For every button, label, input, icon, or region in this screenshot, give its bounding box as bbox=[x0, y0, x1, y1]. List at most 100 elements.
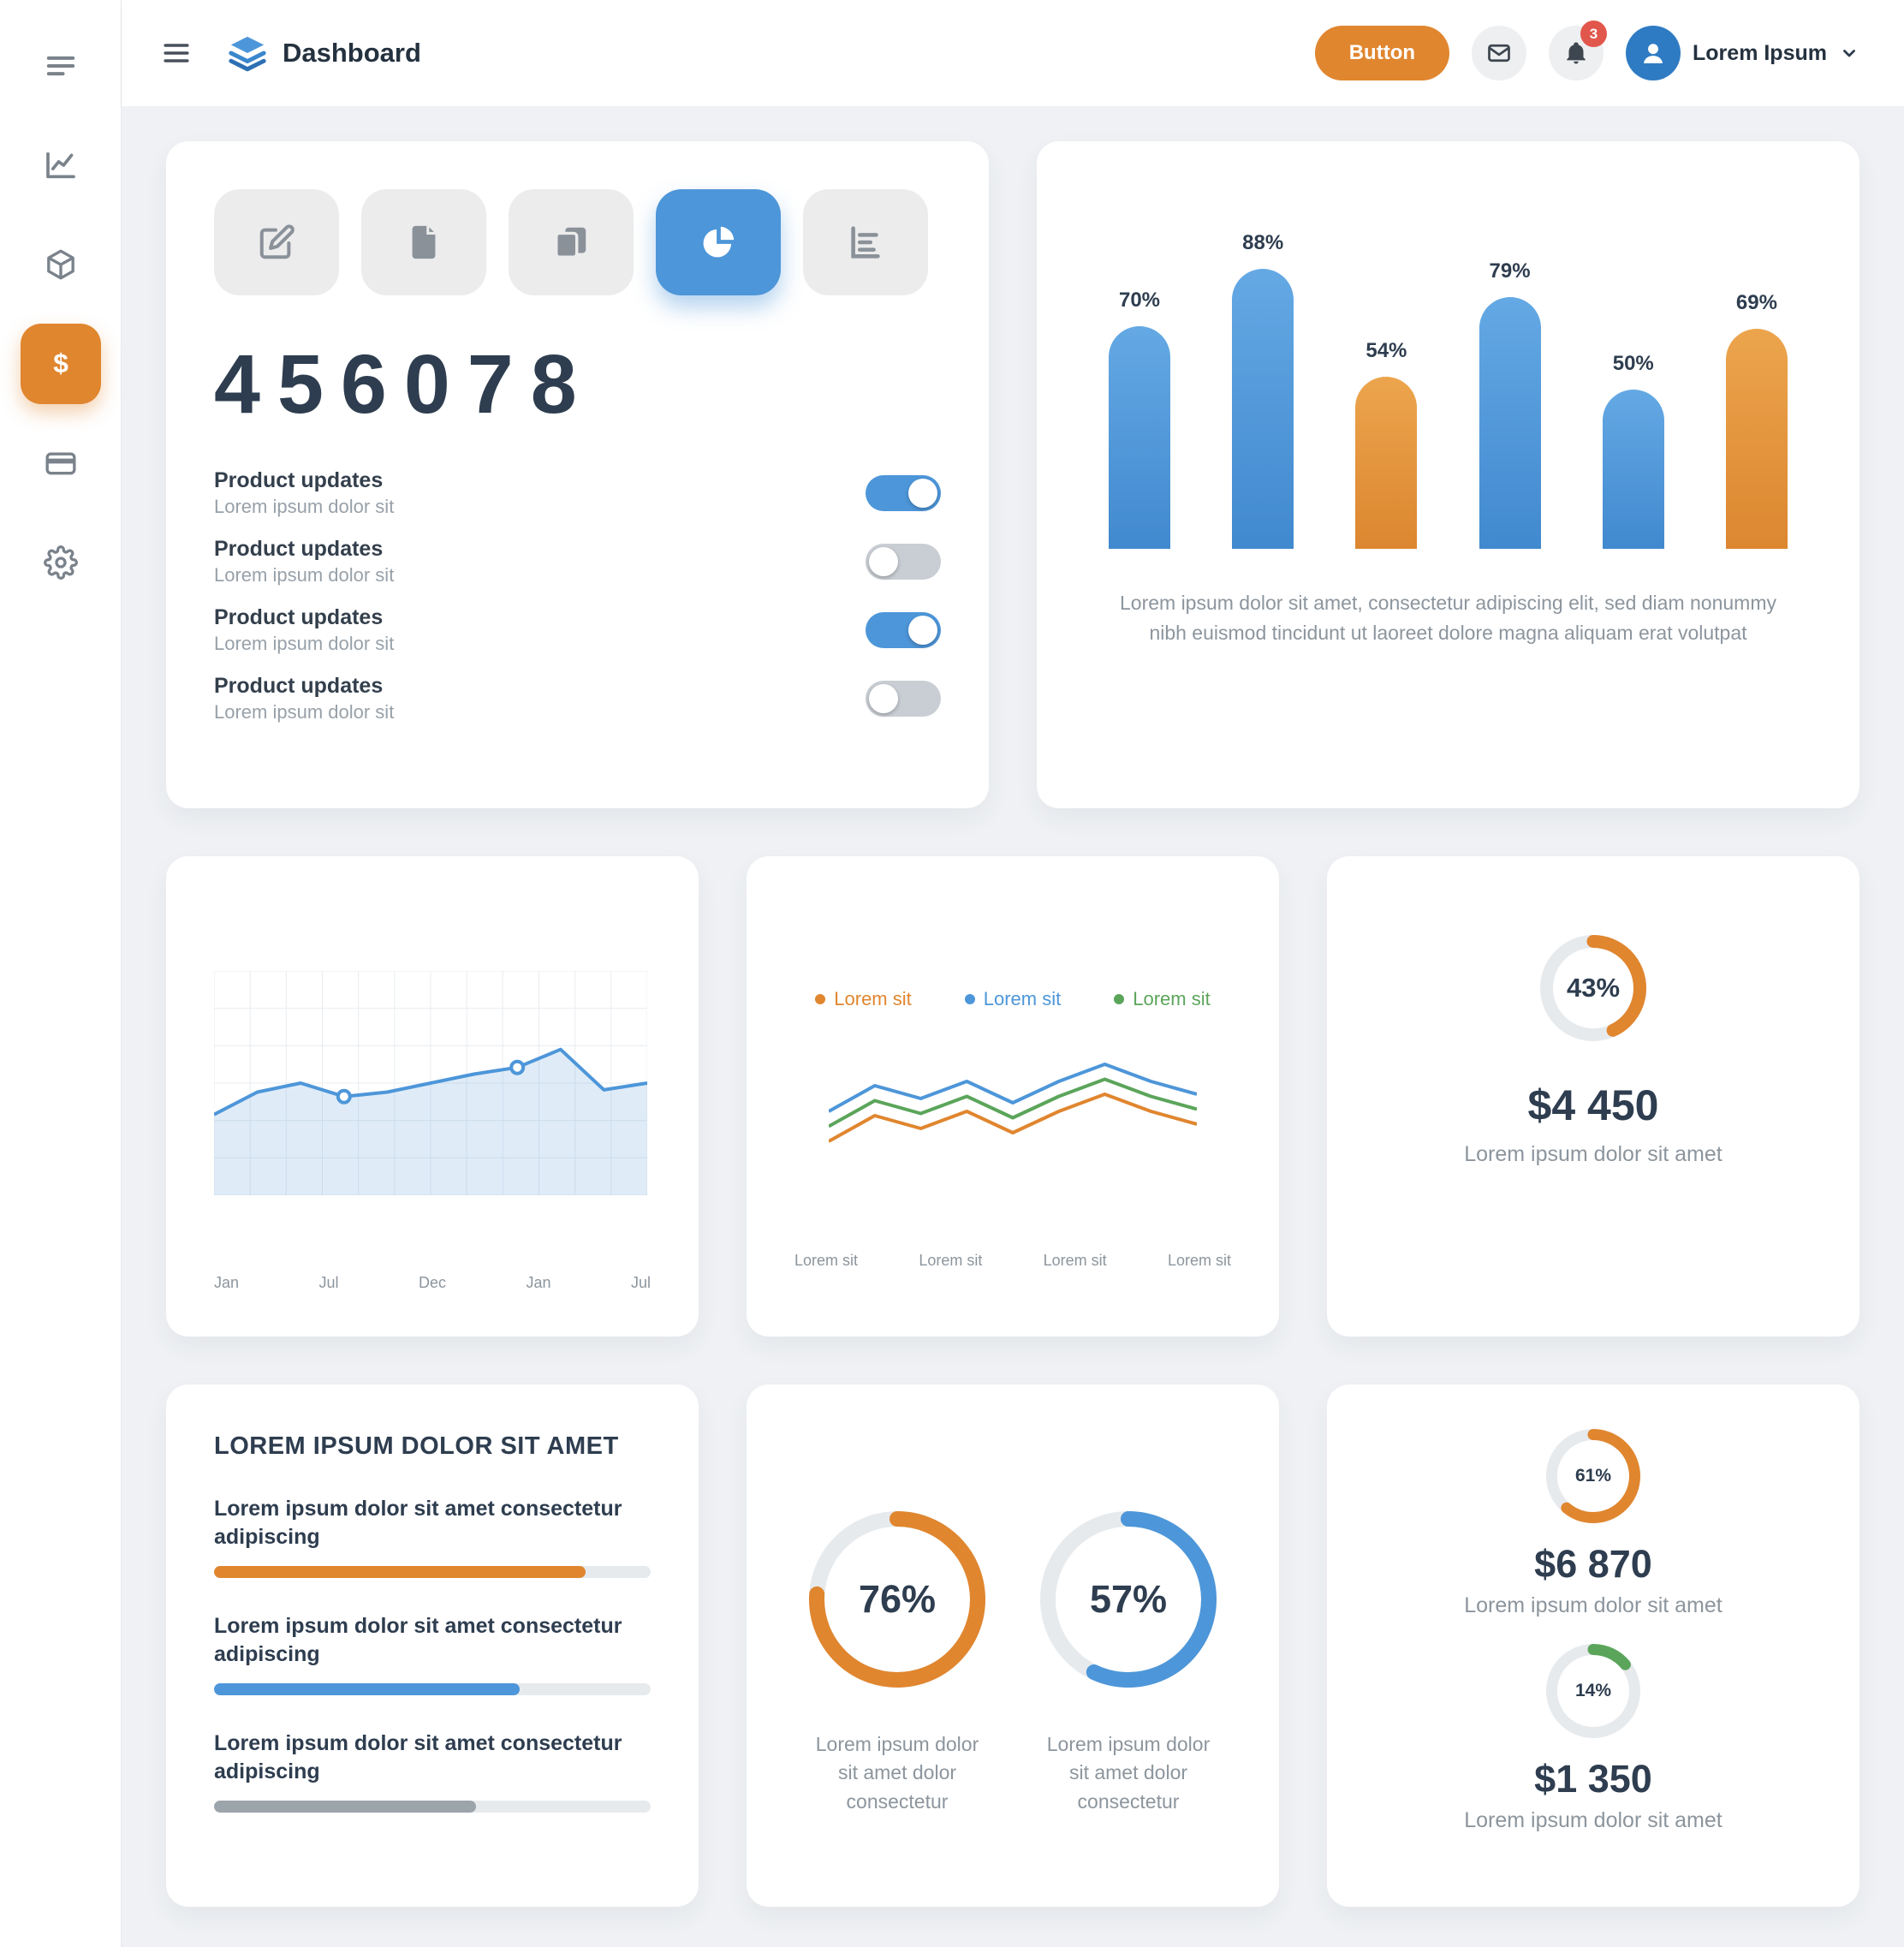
axis-label: Lorem sit bbox=[794, 1252, 859, 1269]
legend-dot-icon bbox=[964, 994, 975, 1004]
tool-button-edit[interactable] bbox=[214, 189, 339, 295]
cube-icon bbox=[44, 247, 78, 282]
card-grid: 456078 Product updates Lorem ipsum dolor … bbox=[166, 141, 1859, 1907]
sidebar: $ bbox=[0, 0, 122, 1947]
bar-value-label: 70% bbox=[1118, 289, 1161, 312]
toggle-texts: Product updates Lorem ipsum dolor sit bbox=[214, 674, 394, 723]
progress-fill bbox=[214, 1683, 520, 1695]
area-chart-card: Jan Jul Dec Jan Jul bbox=[166, 856, 699, 1337]
progress-label: Lorem ipsum dolor sit amet consectetur a… bbox=[214, 1731, 622, 1783]
progress-card-title: LOREM IPSUM DOLOR SIT AMET bbox=[214, 1432, 619, 1460]
gauge-amount: $4 450 bbox=[1527, 1081, 1659, 1129]
toggle-title: Product updates bbox=[214, 605, 384, 629]
toggle-subtitle: Lorem ipsum dolor sit bbox=[214, 564, 395, 586]
bar bbox=[1109, 326, 1170, 549]
bar-value-label: 54% bbox=[1366, 339, 1407, 362]
donut-caption: Lorem ipsum dolor sit amet dolor consect… bbox=[1046, 1733, 1211, 1813]
mini-list: 61% $6 870 Lorem ipsum dolor sit amet 14% $1… bbox=[1464, 1426, 1723, 1833]
stats-value: 456078 bbox=[214, 337, 594, 431]
notification-badge: 3 bbox=[1580, 21, 1608, 47]
dollar-icon: $ bbox=[44, 347, 78, 381]
svg-text:$: $ bbox=[53, 348, 68, 378]
legend-dot-icon bbox=[1114, 994, 1125, 1004]
donut-item: 57% Lorem ipsum dolor sit amet dolor cons… bbox=[1040, 1511, 1217, 1816]
axis-label: Lorem sit bbox=[919, 1252, 983, 1269]
mini-amount: $6 870 bbox=[1534, 1542, 1652, 1586]
toggle-switch[interactable] bbox=[866, 612, 941, 648]
donut-gauge: 57% bbox=[1040, 1511, 1217, 1688]
tool-button-bar[interactable] bbox=[803, 189, 928, 295]
donuts-card: 76% Lorem ipsum dolor sit amet dolor cons… bbox=[747, 1384, 1279, 1907]
gauge-card: 43% $4 450 Lorem ipsum dolor sit amet bbox=[1327, 856, 1859, 1337]
pie-icon bbox=[699, 223, 738, 262]
progress-track bbox=[214, 1683, 651, 1695]
progress-label: Lorem ipsum dolor sit amet consectetur a… bbox=[214, 1497, 622, 1549]
bar-column: 54% bbox=[1355, 339, 1418, 549]
tool-button-file[interactable] bbox=[361, 189, 486, 295]
brand: Dashboard bbox=[228, 33, 421, 73]
menu-toggle-button[interactable] bbox=[161, 38, 192, 68]
toggle-list: Product updates Lorem ipsum dolor sit Prod… bbox=[214, 468, 941, 723]
progress-fill bbox=[214, 1566, 586, 1578]
bar-column: 79% bbox=[1479, 259, 1541, 549]
bar-value-label: 69% bbox=[1735, 291, 1777, 314]
line-chart-legend: Lorem sit Lorem sit Lorem sit bbox=[794, 988, 1231, 1010]
sidebar-item-gear[interactable] bbox=[21, 522, 101, 603]
topbar: Dashboard Button 3 Lorem Ipsum bbox=[122, 0, 1904, 106]
area-chart bbox=[213, 970, 651, 1196]
news-icon bbox=[551, 223, 591, 262]
bar-value-label: 50% bbox=[1612, 352, 1654, 375]
toggle-title: Product updates bbox=[214, 537, 384, 561]
mini-donut-gauge: 61% bbox=[1545, 1429, 1640, 1523]
user-menu[interactable]: Lorem Ipsum bbox=[1626, 26, 1859, 80]
progress-card: LOREM IPSUM DOLOR SIT AMET Lorem ipsum d… bbox=[166, 1384, 699, 1907]
hamburger-icon bbox=[161, 38, 192, 68]
toggle-texts: Product updates Lorem ipsum dolor sit bbox=[214, 605, 394, 655]
bar bbox=[1355, 377, 1418, 549]
sidebar-item-menu[interactable] bbox=[21, 26, 101, 106]
legend-item: Lorem sit bbox=[964, 988, 1061, 1010]
legend-item: Lorem sit bbox=[815, 988, 912, 1010]
progress-item: Lorem ipsum dolor sit amet consectetur a… bbox=[214, 1730, 651, 1813]
toggle-switch[interactable] bbox=[866, 544, 941, 580]
tool-button-pie[interactable] bbox=[656, 189, 781, 295]
mail-button[interactable] bbox=[1472, 26, 1527, 80]
user-name: Lorem Ipsum bbox=[1693, 40, 1827, 65]
donut-list: 76% Lorem ipsum dolor sit amet dolor cons… bbox=[794, 1511, 1231, 1816]
mini-stats-card: 61% $6 870 Lorem ipsum dolor sit amet 14% $1… bbox=[1327, 1384, 1859, 1907]
axis-label: Jan bbox=[214, 1274, 240, 1291]
donut-gauge: 76% bbox=[809, 1511, 985, 1688]
bar bbox=[1725, 329, 1788, 549]
toggle-switch[interactable] bbox=[866, 681, 941, 717]
gauge-caption: Lorem ipsum dolor sit amet bbox=[1464, 1142, 1723, 1166]
toggle-knob bbox=[869, 547, 898, 576]
bar bbox=[1232, 269, 1294, 549]
bar bbox=[1602, 390, 1664, 549]
toggle-switch[interactable] bbox=[866, 475, 941, 511]
bar-chart-card: 70% 88% 54% 79% 50% 69% Lorem ipsum dolor sit… bbox=[1037, 141, 1859, 808]
sidebar-item-credit-card[interactable] bbox=[21, 423, 101, 503]
toggle-subtitle: Lorem ipsum dolor sit bbox=[214, 701, 395, 723]
toggle-texts: Product updates Lorem ipsum dolor sit bbox=[214, 468, 394, 518]
bar-column: 70% bbox=[1109, 289, 1170, 549]
mini-caption: Lorem ipsum dolor sit amet bbox=[1464, 1808, 1723, 1832]
legend-dot-icon bbox=[815, 994, 826, 1004]
area-chart-x-labels: Jan Jul Dec Jan Jul bbox=[214, 1274, 651, 1292]
toggle-knob bbox=[908, 479, 937, 508]
sidebar-item-cube[interactable] bbox=[21, 224, 101, 305]
sidebar-item-dollar[interactable]: $ bbox=[20, 324, 101, 404]
mini-stat: 14% $1 350 Lorem ipsum dolor sit amet bbox=[1464, 1644, 1723, 1833]
progress-label: Lorem ipsum dolor sit amet consectetur a… bbox=[214, 1614, 622, 1666]
mini-stat: 61% $6 870 Lorem ipsum dolor sit amet bbox=[1464, 1429, 1723, 1618]
toggle-row: Product updates Lorem ipsum dolor sit bbox=[214, 537, 941, 586]
tool-button-news[interactable] bbox=[509, 189, 634, 295]
bar-column: 88% bbox=[1232, 231, 1294, 549]
credit-card-icon bbox=[44, 446, 78, 480]
mini-donut-gauge: 14% bbox=[1545, 1644, 1640, 1738]
mini-caption: Lorem ipsum dolor sit amet bbox=[1464, 1593, 1723, 1617]
toggle-knob bbox=[908, 616, 937, 645]
primary-button[interactable]: Button bbox=[1314, 26, 1450, 80]
sidebar-item-line-chart[interactable] bbox=[21, 125, 101, 205]
notifications-button[interactable]: 3 bbox=[1549, 21, 1608, 80]
